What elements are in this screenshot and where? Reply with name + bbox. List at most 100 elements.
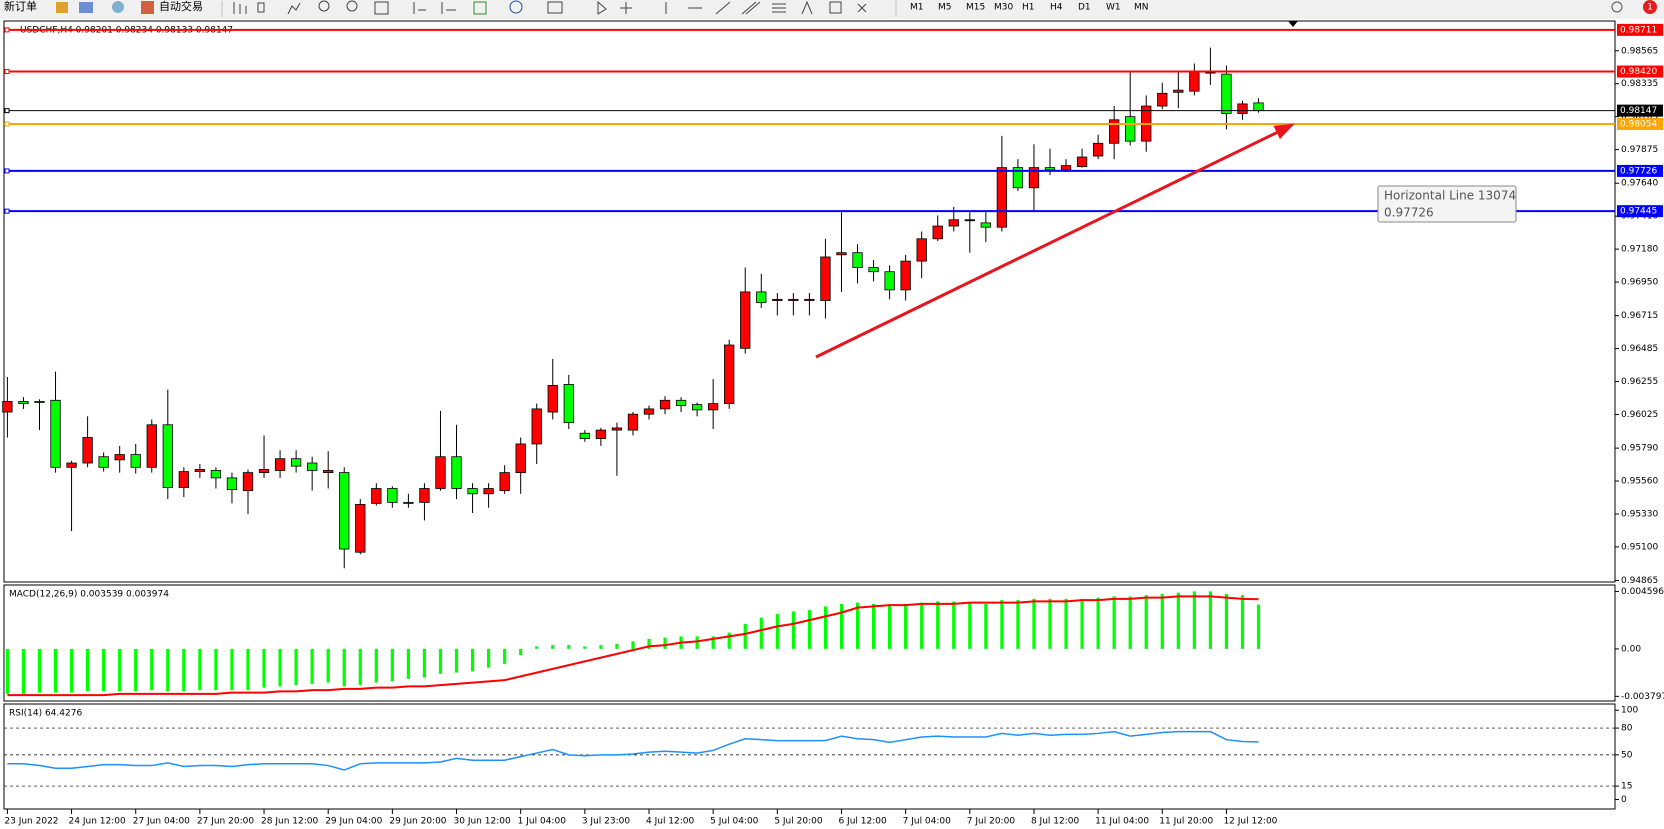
macd-bar [823,606,828,649]
macd-bar [166,648,170,692]
macd-bar [470,648,475,672]
x-tick-label: 7 Jul 20:00 [967,817,1016,827]
icon[interactable] [715,1,731,15]
candle-body [852,252,863,268]
price-label-bg [1617,23,1663,36]
macd-bar [1192,591,1196,649]
icon[interactable] [233,2,247,14]
candle-body [2,401,13,413]
icon[interactable] [547,1,563,14]
price-label-bg [1617,65,1663,78]
macd-bar [21,648,26,694]
new-order[interactable]: 新订单 [4,0,37,13]
macd-bar [406,648,410,679]
macd-bar [775,613,779,649]
candle-body [323,470,334,474]
macd-bar [711,636,715,649]
timeframes: M1 M5 M15 M30 H1 H4 D1 W1 MN [910,3,1149,13]
candle-body [499,472,510,492]
icon[interactable] [597,0,607,15]
icon[interactable] [801,0,813,15]
icon[interactable] [741,1,761,15]
timeframe-button[interactable]: MN [1134,3,1149,13]
timeframe-button[interactable]: M30 [994,3,1013,13]
icon[interactable] [473,1,487,15]
y-tick-label: 0.00 [1621,644,1641,654]
y-tick-label: 0.98105 [1621,112,1658,122]
macd-bar [615,643,619,649]
timeframe-button[interactable]: H1 [1022,3,1035,13]
candle-body [1173,89,1184,93]
macd-bar [1224,593,1229,649]
candle-body [595,429,607,439]
x-tick-label: 7 Jul 04:00 [903,817,952,827]
candle-body [643,408,655,415]
candle-body [98,456,109,468]
candle-body [980,222,991,228]
x-tick-label: 6 Jul 12:00 [838,817,887,827]
icon[interactable] [318,0,330,12]
candle-body [1109,119,1120,144]
y-tick-label: 0.95330 [1621,509,1658,519]
price-label: 0.97726 [1620,166,1657,176]
candle-body [563,384,574,424]
macd-bar [134,648,138,692]
icon[interactable] [829,1,842,14]
candle-body [274,458,286,471]
macd-bar [1176,592,1180,649]
icon[interactable] [56,2,68,13]
y-tick-label: 15 [1621,782,1632,792]
macd-bar [952,601,956,649]
icon[interactable] [112,1,124,13]
timeframe-button[interactable]: W1 [1106,3,1121,13]
auto-trading[interactable]: 自动交易 [159,0,203,13]
icon[interactable] [346,0,358,12]
candle-body [403,501,414,504]
search-icon[interactable] [1611,1,1623,13]
candle-body [419,488,430,503]
timeframe-button[interactable]: D1 [1078,3,1091,13]
candle-body [34,401,45,403]
icon[interactable] [441,2,456,14]
candle-body [708,403,719,411]
icon[interactable] [857,3,867,13]
macd-bar [422,648,427,678]
macd-bar [118,648,122,692]
icon[interactable] [620,2,632,14]
candle-body [66,462,77,468]
candle-body [884,271,895,291]
candle-body [788,298,799,301]
notification-badge[interactable] [1643,0,1657,14]
timeframe-button[interactable]: M5 [938,3,952,13]
candle-body [1060,165,1072,171]
icon[interactable] [374,1,389,15]
icon[interactable] [287,2,301,15]
toolbar-icons [233,0,867,15]
macd-bar [904,603,908,649]
macd-bar [535,646,539,649]
candle-body [371,488,382,504]
arrow-line [815,129,1281,359]
x-tick-label: 27 Jun 04:00 [133,817,190,827]
macd-bar [920,602,924,649]
toolbar: 新订单 自动交易 [0,0,1664,19]
timeframe-button[interactable]: H4 [1050,3,1063,13]
candle-body [1076,156,1088,168]
timeframe-button[interactable]: M1 [910,3,924,13]
y-tick-label: 0.96485 [1621,344,1658,354]
timeframe-button[interactable]: M15 [966,3,985,13]
icon[interactable] [413,2,426,14]
candle-body [804,298,815,301]
icon[interactable] [509,0,523,14]
macd-bar [5,648,9,694]
candle-body [210,470,222,479]
icon[interactable] [772,3,786,13]
y-tick-label: 80 [1621,724,1633,734]
x-tick-label: 3 Jul 23:00 [582,817,631,827]
icon[interactable] [79,2,93,13]
price-label: 0.97445 [1620,207,1657,217]
icon[interactable] [141,1,154,14]
arrow-head [1273,123,1295,140]
icon[interactable] [257,2,265,13]
y-tick-label: 0.96255 [1621,377,1658,387]
